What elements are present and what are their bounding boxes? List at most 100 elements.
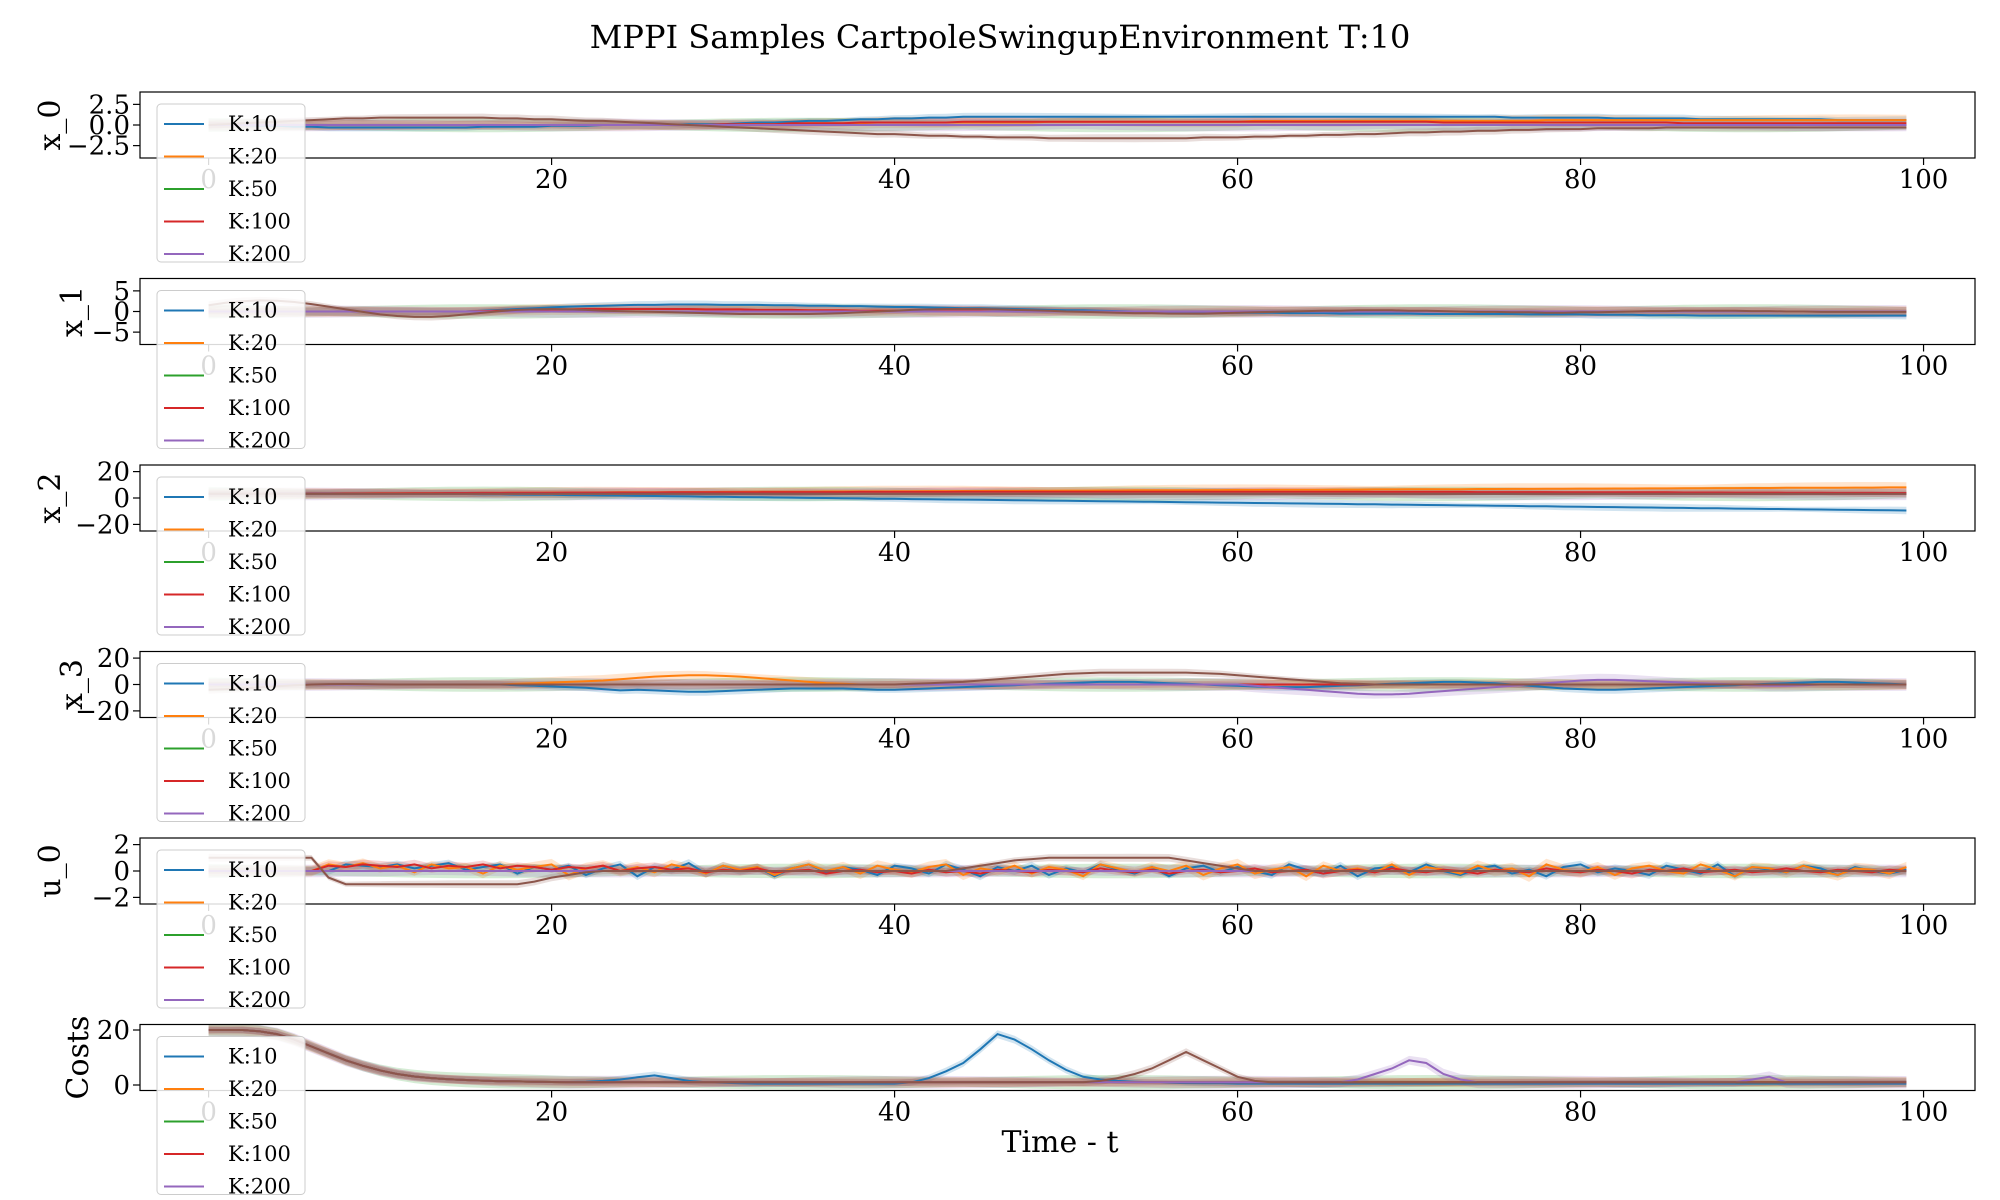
- x-tick-label: 80: [1564, 725, 1597, 755]
- legend-label: K:50: [228, 737, 278, 761]
- y-tick-label: 0: [113, 1071, 130, 1101]
- y-axis-label: x_3: [55, 659, 90, 710]
- x-tick-label: 20: [535, 352, 568, 382]
- y-tick-label: 0.0: [89, 111, 130, 141]
- y-tick-label: −2: [92, 883, 130, 913]
- legend-label: K:20: [228, 891, 278, 915]
- legend-label: K:20: [228, 1077, 278, 1101]
- plot-area: [208, 668, 1907, 699]
- x-tick-label: 80: [1564, 165, 1597, 195]
- y-tick-label: −20: [75, 697, 130, 727]
- x-tick-label: 80: [1564, 352, 1597, 382]
- legend-label: K:100: [228, 769, 291, 793]
- x-tick-label: 20: [535, 538, 568, 568]
- chart-title: MPPI Samples CartpoleSwingupEnvironment …: [590, 18, 1411, 56]
- legend: K:10 K:20 K:50 K:100 K:200: [156, 103, 306, 266]
- legend-label: K:50: [228, 177, 278, 201]
- legend-label: K:20: [228, 145, 278, 169]
- legend-label: K:200: [228, 802, 291, 826]
- plot-area: [208, 853, 1907, 889]
- y-tick-label: 5: [113, 277, 130, 307]
- legend-label: K:10: [228, 485, 278, 509]
- legend-label: K:50: [228, 1110, 278, 1134]
- y-axis-label: x_2: [33, 472, 68, 523]
- x-tick-label: 60: [1221, 165, 1254, 195]
- plot-area: [208, 112, 1907, 143]
- x-tick-label: 100: [1899, 538, 1949, 568]
- y-axis-label: x_0: [33, 99, 68, 150]
- legend-label: K:200: [228, 242, 291, 266]
- x-tick-label: 60: [1221, 538, 1254, 568]
- subplots-container: −2.50.02.5020406080100x_0K:10K:20K:50K:1…: [33, 90, 1976, 1199]
- y-tick-label: 20: [97, 644, 130, 674]
- x-tick-label: 80: [1564, 538, 1597, 568]
- legend-label: K:10: [228, 672, 278, 696]
- y-tick-label: 0: [113, 484, 130, 514]
- x-tick-label: 60: [1221, 1098, 1254, 1128]
- x-tick-label: 60: [1221, 725, 1254, 755]
- legend-label: K:10: [228, 1045, 278, 1069]
- y-tick-label: 0: [113, 298, 130, 328]
- x-tick-label: 20: [535, 725, 568, 755]
- y-tick-label: 20: [97, 1016, 130, 1046]
- x-tick-label: 40: [878, 352, 911, 382]
- legend: K:10 K:20 K:50 K:100 K:200: [156, 663, 306, 826]
- x-tick-label: 20: [535, 911, 568, 941]
- line-series-5: [208, 299, 1907, 318]
- x-tick-label: 100: [1899, 1098, 1949, 1128]
- legend-label: K:100: [228, 210, 291, 234]
- line-series-5: [208, 1029, 1907, 1084]
- legend-label: K:50: [228, 550, 278, 574]
- x-tick-label: 80: [1564, 911, 1597, 941]
- legend-label: K:10: [228, 858, 278, 882]
- x-tick-label: 20: [535, 165, 568, 195]
- subplot-Costs: 020020406080100CostsK:10K:20K:50K:100K:2…: [61, 1016, 1976, 1199]
- y-axis-label: x_1: [55, 286, 90, 337]
- line-series-5: [208, 116, 1907, 140]
- legend-label: K:200: [228, 1175, 291, 1199]
- x-tick-label: 100: [1899, 352, 1949, 382]
- x-tick-label: 60: [1221, 352, 1254, 382]
- y-tick-label: 2: [113, 831, 130, 861]
- x-tick-label: 60: [1221, 911, 1254, 941]
- band-series-5: [208, 1026, 1907, 1087]
- x-tick-label: 40: [878, 538, 911, 568]
- x-tick-label: 40: [878, 725, 911, 755]
- legend-label: K:200: [228, 429, 291, 453]
- plot-area: [208, 296, 1907, 321]
- legend-label: K:20: [228, 331, 278, 355]
- legend-label: K:10: [228, 112, 278, 136]
- legend-label: K:20: [228, 704, 278, 728]
- legend-label: K:100: [228, 1142, 291, 1166]
- legend-label: K:200: [228, 615, 291, 639]
- subplot-x_1: −505020406080100x_1K:10K:20K:50K:100K:20…: [55, 277, 1976, 453]
- y-axis-label: u_0: [33, 844, 68, 897]
- subplot-x_0: −2.50.02.5020406080100x_0K:10K:20K:50K:1…: [33, 90, 1976, 266]
- legend: K:10 K:20 K:50 K:100 K:200: [156, 1036, 306, 1199]
- y-tick-label: −5: [92, 318, 130, 348]
- plot-area: [208, 1024, 1907, 1090]
- line-k-10: [208, 115, 1907, 129]
- subplot-u_0: −202020406080100u_0K:10K:20K:50K:100K:20…: [33, 831, 1976, 1012]
- y-axis-label: Costs: [61, 1016, 96, 1100]
- plot-area: [208, 482, 1907, 515]
- subplot-x_2: −20020020406080100x_2K:10K:20K:50K:100K:…: [33, 458, 1976, 639]
- x-tick-label: 20: [535, 1098, 568, 1128]
- y-tick-label: 0: [113, 671, 130, 701]
- y-tick-label: −2.5: [67, 132, 130, 162]
- legend-label: K:50: [228, 923, 278, 947]
- y-tick-label: 2.5: [89, 90, 130, 120]
- line-series-5: [208, 671, 1907, 691]
- legend-label: K:100: [228, 956, 291, 980]
- band-series-5: [208, 113, 1907, 143]
- band-k-100: [208, 1026, 1907, 1087]
- legend-label: K:50: [228, 364, 278, 388]
- x-tick-label: 40: [878, 1098, 911, 1128]
- axes-frame: [139, 1023, 1976, 1092]
- x-tick-label: 100: [1899, 911, 1949, 941]
- legend-label: K:200: [228, 988, 291, 1012]
- legend: K:10 K:20 K:50 K:100 K:200: [156, 290, 306, 453]
- y-tick-label: 0: [113, 857, 130, 887]
- x-tick-label: 100: [1899, 165, 1949, 195]
